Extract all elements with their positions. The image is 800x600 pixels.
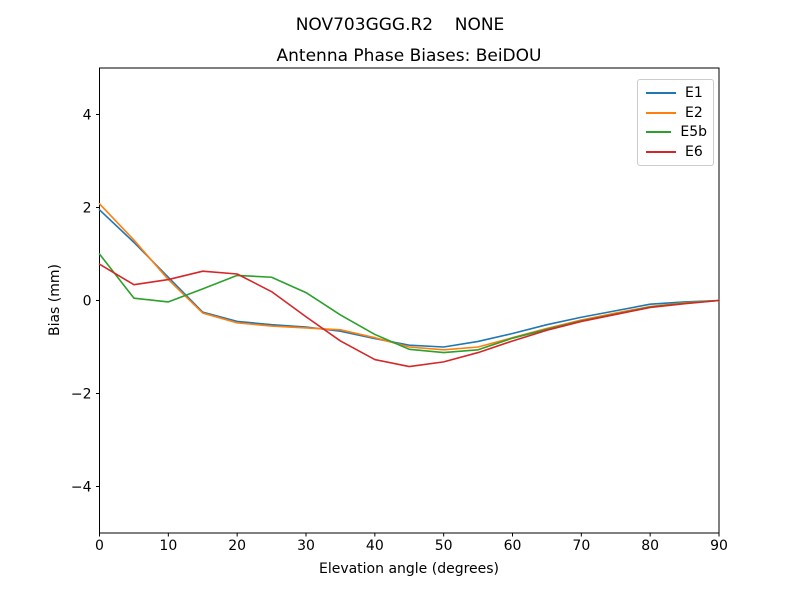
y-axis-label: Bias (mm) [47, 263, 63, 337]
legend-entry-e1: E1 [644, 86, 707, 100]
legend-line-swatch-e2 [646, 111, 676, 114]
legend-line-swatch-e5b [646, 131, 672, 134]
x-tick-label: 40 [366, 538, 384, 554]
x-tick-label: 30 [297, 538, 315, 554]
x-tick-label: 0 [95, 538, 104, 554]
legend-label-e5b: E5b [680, 124, 707, 141]
x-tick-label: 60 [504, 538, 522, 554]
x-tick-label: 20 [228, 538, 246, 554]
axes-frame [99, 67, 720, 534]
y-tick-label: −4 [71, 480, 92, 496]
series-line-e6 [98, 263, 720, 368]
legend-line-swatch-e6 [646, 151, 676, 154]
x-tick-label: 90 [710, 538, 728, 554]
legend-entry-e6: E6 [644, 145, 707, 159]
y-tick-label: −2 [71, 387, 92, 403]
series-line-e1 [98, 209, 720, 348]
y-tick-label: 4 [83, 108, 92, 124]
legend: E1 E2 E5b E6 [637, 79, 714, 166]
chart-title: Antenna Phase Biases: BeiDOU [276, 46, 542, 66]
x-tick-label: 10 [159, 538, 177, 554]
legend-entry-e2: E2 [644, 106, 707, 120]
x-axis-label: Elevation angle (degrees) [318, 561, 500, 577]
y-tick-label: 0 [83, 294, 92, 310]
legend-entry-e5b: E5b [644, 125, 707, 139]
x-tick-label: 80 [641, 538, 659, 554]
figure-suptitle: NOV703GGG.R2 NONE [295, 15, 505, 35]
legend-label-e6: E6 [685, 144, 703, 161]
legend-line-swatch-e1 [646, 91, 676, 94]
x-tick-label: 70 [572, 538, 590, 554]
x-tick-label: 50 [435, 538, 453, 554]
legend-label-e2: E2 [685, 104, 703, 121]
legend-label-e1: E1 [685, 84, 703, 101]
series-line-e2 [98, 202, 720, 351]
y-tick-label: 2 [83, 201, 92, 217]
